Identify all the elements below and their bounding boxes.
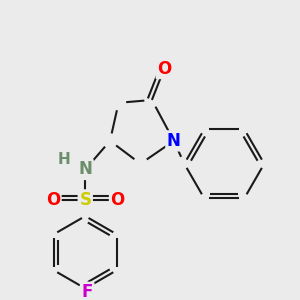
Text: H: H [58, 152, 71, 167]
Text: F: F [82, 283, 93, 300]
Text: O: O [157, 59, 171, 77]
Text: O: O [110, 191, 125, 209]
Text: N: N [167, 132, 181, 150]
Text: N: N [78, 160, 92, 178]
Text: O: O [46, 191, 60, 209]
Text: S: S [79, 191, 91, 209]
